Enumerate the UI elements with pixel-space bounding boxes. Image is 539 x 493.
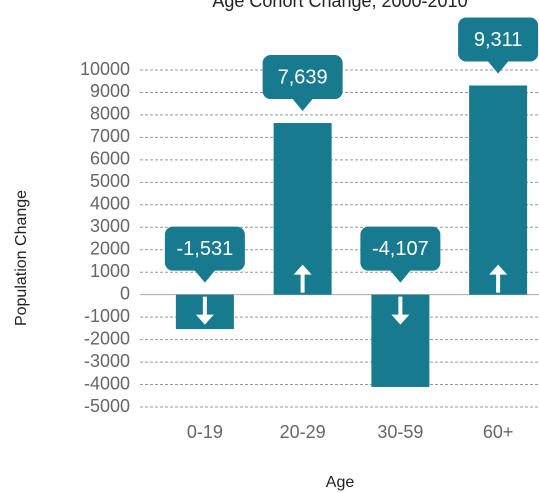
y-tick-label: -1000	[84, 306, 130, 326]
y-tick-label: -5000	[84, 396, 130, 416]
callout	[458, 17, 539, 74]
x-tick-label: 60+	[483, 422, 514, 442]
value-label: -1,531	[177, 238, 234, 260]
x-tick-label: 30-59	[377, 422, 423, 442]
y-tick-label: 10000	[80, 59, 130, 79]
value-label: -4,107	[372, 238, 429, 260]
y-tick-label: 1000	[90, 261, 130, 281]
y-tick-label: -3000	[84, 351, 130, 371]
x-tick-label: 20-29	[280, 422, 326, 442]
y-tick-label: 8000	[90, 104, 130, 124]
y-tick-label: -4000	[84, 373, 130, 393]
value-label: 7,639	[278, 66, 328, 88]
callout	[164, 226, 245, 283]
x-tick-label: 0-19	[187, 422, 223, 442]
y-tick-label: 4000	[90, 194, 130, 214]
y-tick-label: 5000	[90, 171, 130, 191]
arrow-head	[195, 314, 214, 325]
y-tick-label: 9000	[90, 81, 130, 101]
y-tick-label: 6000	[90, 149, 130, 169]
arrow-head	[489, 264, 508, 275]
value-label: 9,311	[474, 29, 523, 51]
arrow-head	[293, 264, 312, 275]
bar	[469, 85, 528, 295]
arrow-head	[391, 314, 410, 325]
y-tick-label: 0	[120, 283, 130, 303]
y-axis-title: Population Change	[13, 190, 30, 326]
callout	[262, 55, 343, 112]
y-tick-label: 3000	[90, 216, 130, 236]
y-tick-label: 2000	[90, 238, 130, 258]
callout	[360, 226, 441, 283]
chart-title: Age Cohort Change, 2000-2010	[212, 0, 467, 11]
x-axis-title: Age	[326, 474, 355, 491]
y-tick-label: 7000	[90, 126, 130, 146]
y-tick-label: -2000	[84, 328, 130, 348]
